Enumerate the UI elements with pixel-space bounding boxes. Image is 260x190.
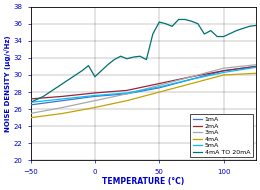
Line: 3mA: 3mA	[30, 65, 256, 113]
4mA TO 20mA	[93, 76, 96, 78]
3mA	[190, 76, 193, 78]
5mA	[126, 92, 129, 94]
4mA TO 20mA	[248, 25, 251, 27]
Line: 4mA: 4mA	[30, 73, 256, 118]
4mA TO 20mA	[113, 59, 116, 61]
1mA	[190, 78, 193, 80]
2mA	[93, 92, 96, 94]
4mA TO 20mA	[119, 55, 122, 57]
4mA TO 20mA	[68, 78, 71, 80]
4mA	[29, 117, 32, 119]
5mA	[61, 98, 64, 100]
Legend: 1mA, 2mA, 3mA, 4mA, 5mA, 4mA TO 20mA: 1mA, 2mA, 3mA, 4mA, 5mA, 4mA TO 20mA	[190, 114, 253, 157]
4mA TO 20mA	[164, 23, 167, 25]
1mA	[254, 65, 257, 68]
4mA TO 20mA	[151, 33, 154, 35]
4mA TO 20mA	[138, 55, 141, 57]
3mA	[61, 106, 64, 109]
3mA	[158, 84, 161, 86]
4mA	[126, 100, 129, 102]
1mA	[222, 70, 225, 72]
4mA	[61, 112, 64, 115]
2mA	[61, 95, 64, 97]
4mA TO 20mA	[209, 29, 212, 32]
Y-axis label: NOISE DENSITY (μg/√Hz): NOISE DENSITY (μg/√Hz)	[4, 35, 11, 132]
2mA	[29, 98, 32, 100]
4mA TO 20mA	[158, 21, 161, 23]
4mA TO 20mA	[184, 18, 187, 21]
4mA TO 20mA	[190, 20, 193, 22]
4mA TO 20mA	[235, 29, 238, 32]
3mA	[222, 67, 225, 69]
1mA	[158, 87, 161, 89]
4mA TO 20mA	[132, 56, 135, 58]
4mA	[93, 106, 96, 109]
4mA TO 20mA	[100, 70, 103, 72]
Line: 2mA: 2mA	[30, 66, 256, 99]
4mA TO 20mA	[80, 70, 83, 72]
5mA	[158, 86, 161, 88]
4mA TO 20mA	[177, 18, 180, 21]
X-axis label: TEMPERATURE (°C): TEMPERATURE (°C)	[102, 177, 184, 186]
5mA	[222, 71, 225, 74]
4mA	[254, 72, 257, 74]
4mA TO 20mA	[254, 24, 257, 27]
5mA	[29, 101, 32, 104]
3mA	[254, 64, 257, 66]
5mA	[190, 78, 193, 80]
5mA	[93, 94, 96, 97]
3mA	[29, 112, 32, 115]
4mA TO 20mA	[171, 25, 174, 27]
4mA TO 20mA	[216, 35, 219, 38]
Line: 5mA: 5mA	[30, 67, 256, 102]
1mA	[93, 95, 96, 97]
Line: 4mA TO 20mA: 4mA TO 20mA	[30, 20, 256, 102]
4mA	[222, 74, 225, 76]
4mA TO 20mA	[106, 64, 109, 66]
2mA	[158, 82, 161, 85]
2mA	[190, 76, 193, 78]
Line: 1mA: 1mA	[30, 66, 256, 105]
4mA TO 20mA	[42, 95, 45, 97]
2mA	[222, 70, 225, 72]
4mA TO 20mA	[29, 101, 32, 104]
1mA	[126, 93, 129, 95]
4mA TO 20mA	[55, 87, 58, 89]
4mA TO 20mA	[126, 58, 129, 60]
4mA TO 20mA	[87, 64, 90, 67]
4mA	[158, 91, 161, 93]
4mA TO 20mA	[222, 35, 225, 38]
4mA TO 20mA	[203, 33, 206, 35]
1mA	[61, 100, 64, 102]
4mA	[190, 82, 193, 85]
1mA	[29, 104, 32, 106]
2mA	[126, 89, 129, 92]
5mA	[254, 66, 257, 68]
3mA	[93, 100, 96, 102]
4mA TO 20mA	[196, 23, 199, 25]
3mA	[126, 93, 129, 95]
4mA TO 20mA	[145, 59, 148, 61]
2mA	[254, 65, 257, 68]
